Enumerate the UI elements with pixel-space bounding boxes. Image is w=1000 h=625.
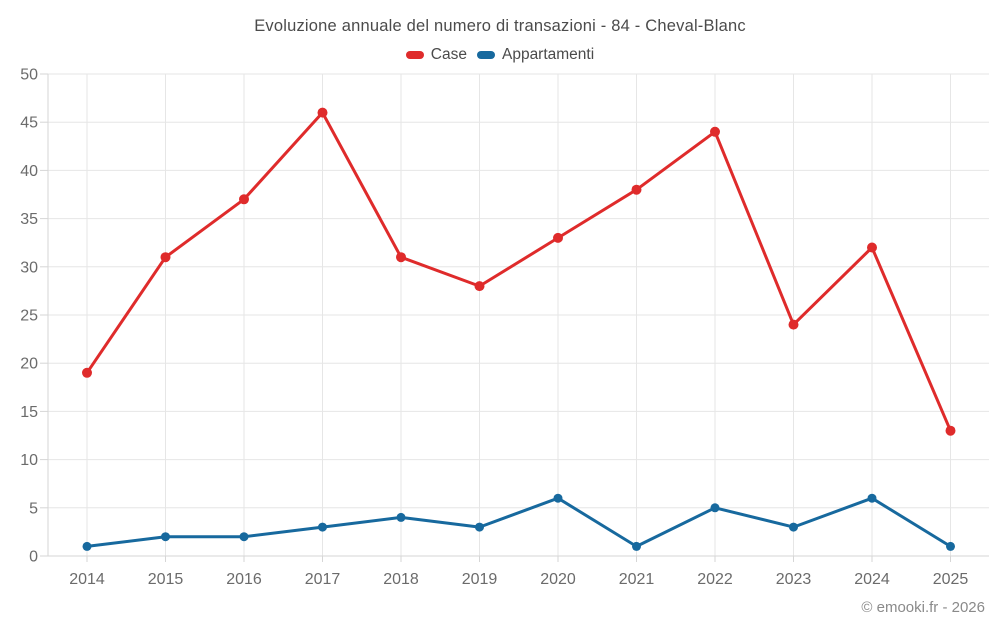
y-tick-label: 20 [20,356,38,373]
x-tick-label: 2018 [383,571,419,588]
chart-title: Evoluzione annuale del numero di transaz… [254,17,746,35]
data-point-case-2024[interactable] [867,242,877,253]
data-point-case-2015[interactable] [160,252,171,263]
legend-swatch-case-icon [405,51,424,59]
x-tick-label: 2015 [148,571,184,588]
data-point-appartamenti-2019[interactable] [475,522,484,532]
y-tick-label: 10 [20,452,38,469]
y-tick-label: 35 [20,211,38,228]
data-point-case-2016[interactable] [239,194,249,205]
x-tick-label: 2024 [854,571,890,588]
series-line-case [85,111,952,433]
data-point-appartamenti-2014[interactable] [82,541,92,551]
y-tick-label: 15 [20,404,38,421]
x-tick-label: 2021 [619,571,655,588]
data-point-appartamenti-2022[interactable] [710,503,720,513]
legend-item-case[interactable]: Case [405,46,467,64]
data-point-case-2025[interactable] [945,425,956,436]
x-tick-label: 2020 [540,571,576,588]
x-tick-label: 2019 [462,571,498,588]
legend-item-appartamenti[interactable]: Appartamenti [476,46,595,64]
x-tick-label: 2017 [305,571,341,588]
data-point-appartamenti-2018[interactable] [396,512,406,522]
data-point-appartamenti-2020[interactable] [553,493,563,503]
data-point-case-2014[interactable] [82,367,92,378]
y-tick-label: 30 [20,259,38,276]
legend-swatch-appartamenti-icon [476,51,495,59]
legend-label-appartamenti: Appartamenti [501,46,595,63]
x-tick-label: 2022 [697,571,733,588]
data-point-case-2021[interactable] [631,184,642,195]
x-tick-label: 2014 [69,571,105,588]
data-point-appartamenti-2015[interactable] [161,532,170,542]
data-point-case-2018[interactable] [396,252,406,263]
x-tick-label: 2025 [933,571,969,588]
data-point-appartamenti-2016[interactable] [239,532,249,542]
y-tick-label: 45 [20,115,38,132]
data-point-case-2017[interactable] [317,107,328,118]
y-tick-label: 25 [20,308,38,325]
y-tick-label: 0 [29,549,38,566]
data-point-appartamenti-2021[interactable] [632,541,641,551]
series-line-appartamenti [85,496,952,548]
y-tick-label: 40 [20,163,38,180]
legend: Case Appartamenti [0,46,1000,64]
data-point-case-2022[interactable] [710,126,720,137]
x-tick-label: 2023 [776,571,812,588]
x-tick-label: 2016 [226,571,262,588]
footer-credit: © emooki.fr - 2026 [861,599,985,616]
data-point-appartamenti-2023[interactable] [789,522,798,532]
y-tick-label: 50 [20,67,38,84]
data-point-case-2023[interactable] [788,319,799,330]
data-point-appartamenti-2017[interactable] [318,522,327,532]
data-point-appartamenti-2025[interactable] [946,541,955,551]
y-tick-label: 5 [29,500,38,517]
data-point-appartamenti-2024[interactable] [867,493,877,503]
legend-label-case: Case [430,46,467,63]
data-point-case-2019[interactable] [474,281,485,292]
data-point-case-2020[interactable] [553,232,563,243]
